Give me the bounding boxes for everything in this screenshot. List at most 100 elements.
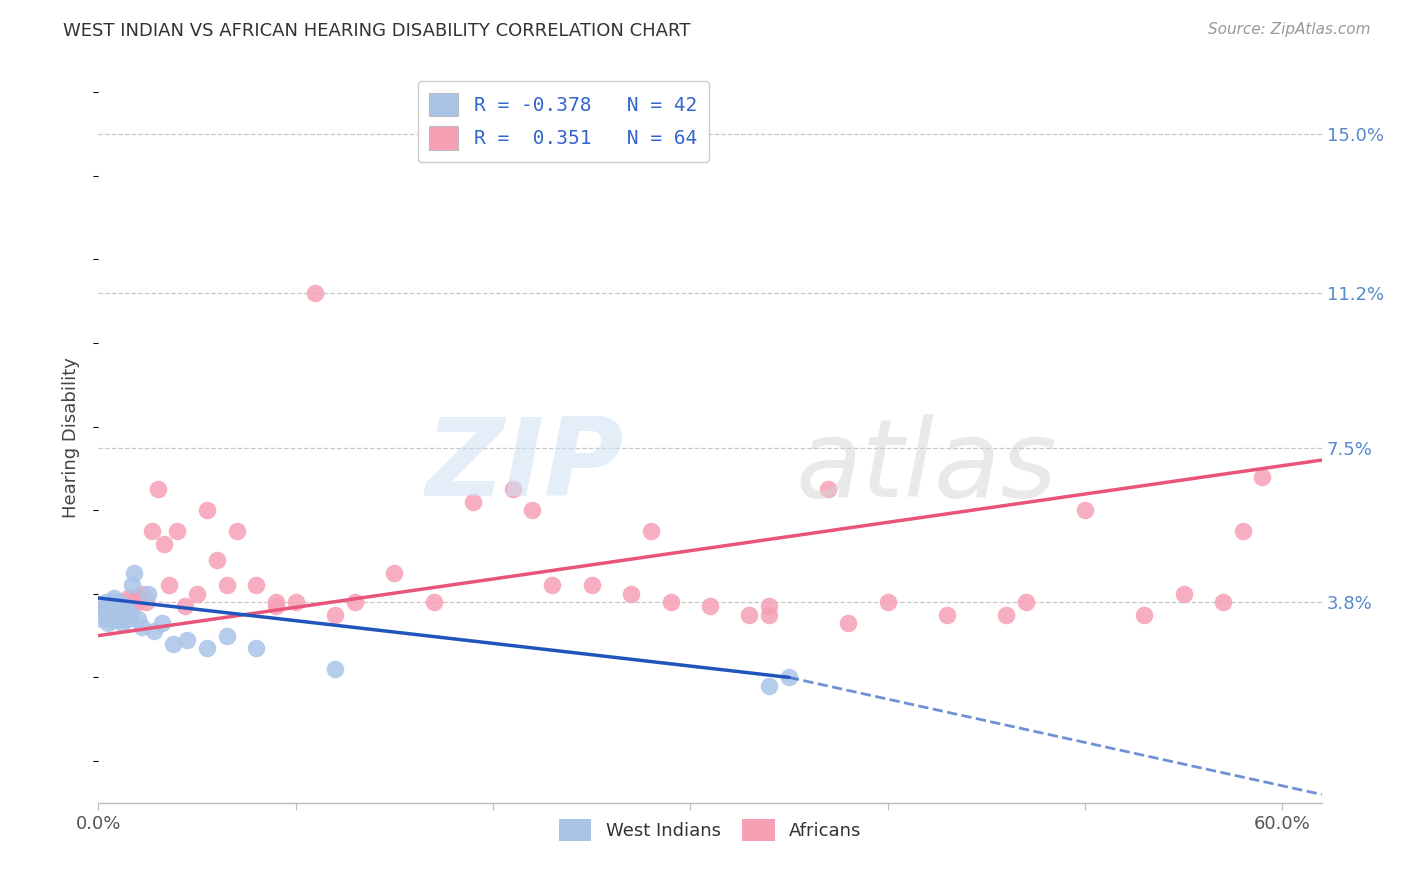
Point — [640, 524, 662, 538]
Point — [166, 524, 188, 538]
Point — [758, 599, 780, 614]
Point — [1133, 607, 1156, 622]
Point — [98, 599, 121, 614]
Point — [245, 578, 267, 592]
Point — [93, 603, 115, 617]
Point — [738, 607, 761, 622]
Point — [127, 612, 149, 626]
Point — [103, 595, 125, 609]
Point — [136, 587, 159, 601]
Point — [142, 624, 165, 639]
Point — [146, 483, 169, 497]
Point — [105, 599, 128, 614]
Point — [758, 607, 780, 622]
Text: Source: ZipAtlas.com: Source: ZipAtlas.com — [1208, 22, 1371, 37]
Point — [117, 591, 139, 605]
Point — [96, 599, 118, 614]
Point — [98, 603, 121, 617]
Point — [1232, 524, 1254, 538]
Point — [323, 662, 346, 676]
Point — [778, 670, 800, 684]
Point — [97, 603, 120, 617]
Point — [108, 612, 131, 626]
Point — [101, 595, 124, 609]
Point — [195, 641, 218, 656]
Point — [659, 595, 682, 609]
Point — [105, 607, 128, 622]
Point — [264, 595, 287, 609]
Point — [323, 607, 346, 622]
Point — [343, 595, 366, 609]
Point — [122, 566, 145, 580]
Point — [215, 578, 238, 592]
Point — [112, 599, 135, 614]
Point — [103, 591, 125, 605]
Point — [304, 285, 326, 300]
Point — [225, 524, 247, 538]
Point — [98, 612, 121, 626]
Point — [758, 679, 780, 693]
Point — [93, 603, 115, 617]
Point — [423, 595, 446, 609]
Point — [108, 603, 131, 617]
Point — [122, 595, 145, 609]
Point — [174, 599, 197, 614]
Point — [1251, 470, 1274, 484]
Point — [159, 578, 181, 592]
Point — [876, 595, 898, 609]
Point — [284, 595, 307, 609]
Point — [152, 536, 174, 550]
Point — [935, 607, 957, 622]
Point — [215, 629, 238, 643]
Point — [97, 616, 120, 631]
Point — [195, 503, 218, 517]
Point — [101, 599, 124, 614]
Point — [121, 595, 143, 609]
Point — [115, 607, 138, 622]
Point — [205, 553, 228, 567]
Point — [162, 637, 184, 651]
Point — [1212, 595, 1234, 609]
Point — [131, 587, 153, 601]
Point — [103, 603, 125, 617]
Point — [103, 612, 125, 626]
Point — [107, 599, 129, 614]
Point — [1015, 595, 1038, 609]
Point — [382, 566, 405, 580]
Point — [141, 524, 163, 538]
Y-axis label: Hearing Disability: Hearing Disability — [62, 357, 80, 517]
Point — [620, 587, 643, 601]
Point — [111, 599, 134, 614]
Point — [97, 599, 120, 614]
Point — [91, 612, 114, 626]
Point — [502, 483, 524, 497]
Point — [522, 503, 544, 517]
Point — [117, 612, 139, 626]
Point — [817, 483, 839, 497]
Point — [105, 603, 128, 617]
Text: WEST INDIAN VS AFRICAN HEARING DISABILITY CORRELATION CHART: WEST INDIAN VS AFRICAN HEARING DISABILIT… — [63, 22, 690, 40]
Point — [118, 607, 141, 622]
Point — [111, 616, 134, 631]
Point — [101, 607, 124, 622]
Point — [111, 603, 134, 617]
Point — [125, 591, 148, 605]
Point — [118, 599, 141, 614]
Point — [117, 603, 139, 617]
Point — [112, 612, 135, 626]
Point — [1173, 587, 1195, 601]
Point — [107, 612, 129, 626]
Point — [264, 599, 287, 614]
Point — [112, 595, 135, 609]
Point — [150, 616, 173, 631]
Point — [115, 599, 138, 614]
Point — [131, 620, 153, 634]
Point — [837, 616, 859, 631]
Point — [581, 578, 603, 592]
Point — [127, 595, 149, 609]
Point — [121, 578, 143, 592]
Point — [176, 632, 198, 647]
Point — [107, 603, 129, 617]
Point — [245, 641, 267, 656]
Point — [463, 495, 485, 509]
